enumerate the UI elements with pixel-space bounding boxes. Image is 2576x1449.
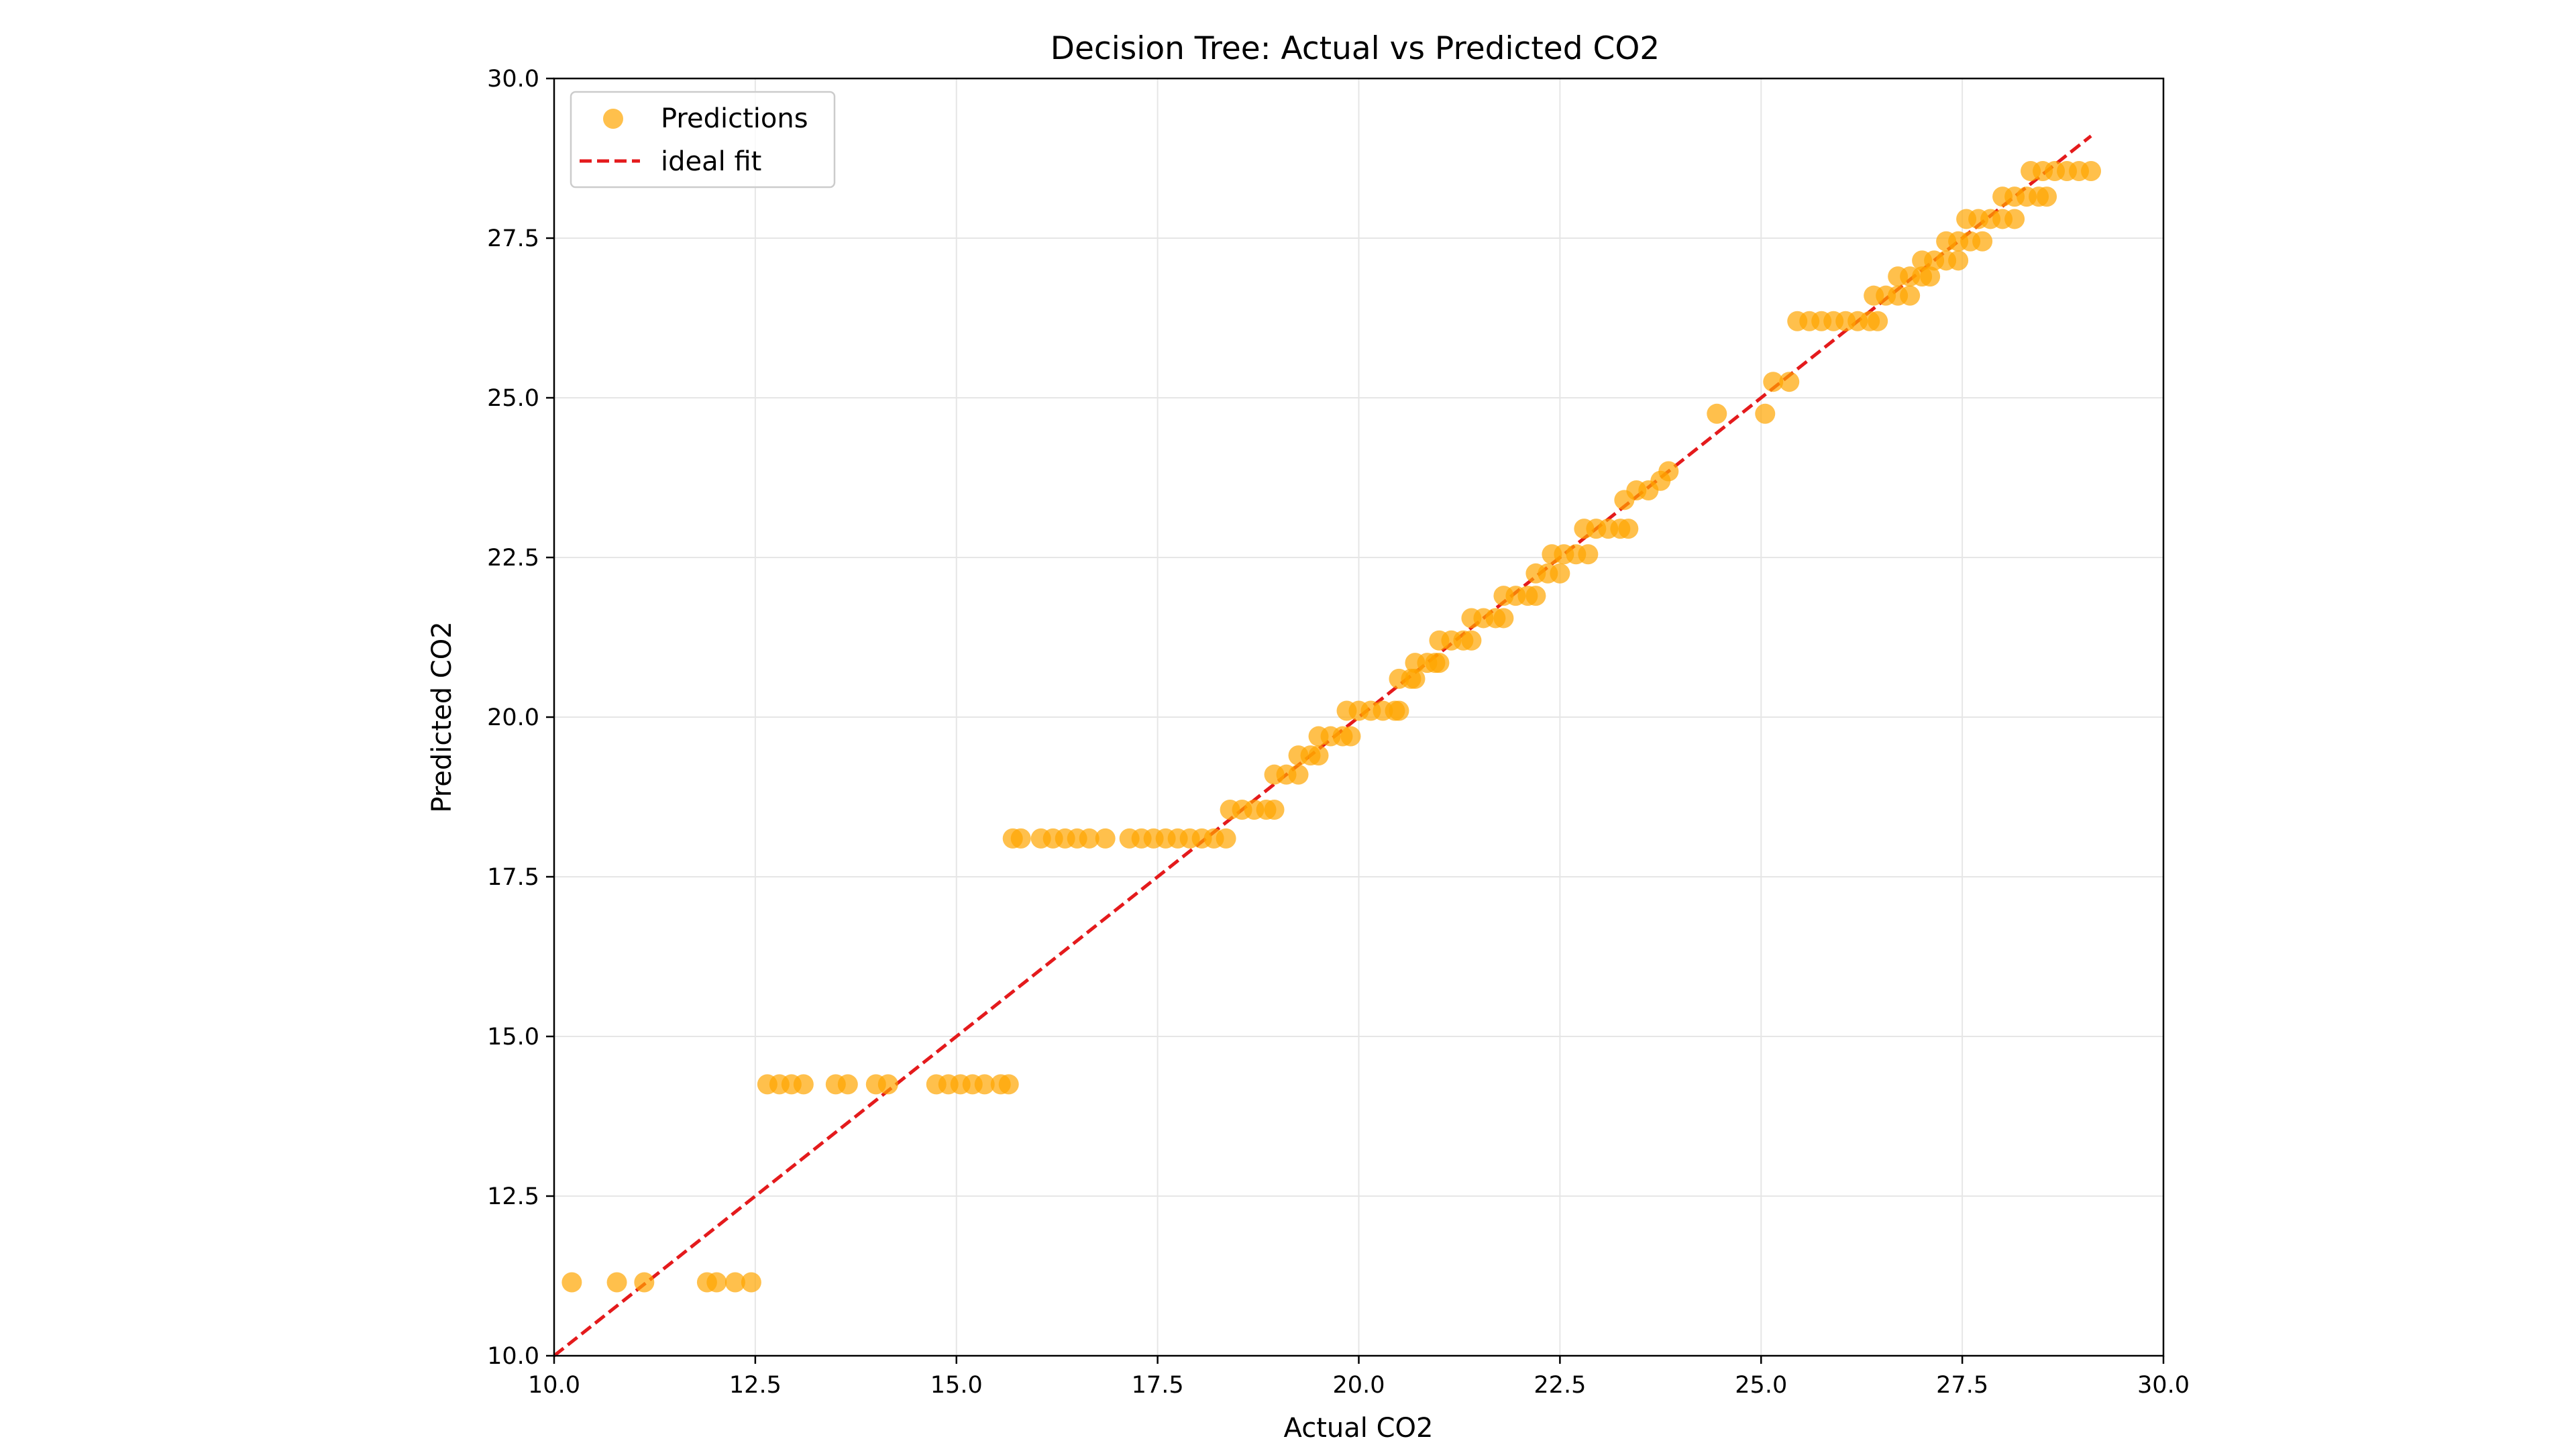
legend-box: [570, 91, 836, 189]
y-axis-ticks: 10.0 12.5 15.0 17.5 20.0 22.5 25.0 27.5 30.0: [487, 66, 554, 1370]
prediction-point: [1920, 266, 1941, 287]
prediction-point: [2081, 161, 2102, 182]
x-tick-label: 12.5: [729, 1372, 782, 1399]
y-tick-label: 27.5: [487, 225, 539, 252]
x-tick-label: 10.0: [528, 1372, 580, 1399]
prediction-point: [1079, 828, 1099, 849]
prediction-point: [793, 1074, 814, 1095]
prediction-point: [1308, 745, 1329, 766]
prediction-point: [1525, 586, 1546, 606]
prediction-point: [998, 1074, 1019, 1095]
prediction-point: [706, 1272, 727, 1293]
prediction-point: [1755, 403, 1776, 424]
prediction-point: [1405, 668, 1426, 689]
legend-ideal-label: ideal fit: [661, 146, 761, 177]
y-tick-label: 17.5: [487, 864, 539, 891]
prediction-point: [1868, 311, 1888, 331]
legend-predictions-marker: [603, 109, 623, 129]
y-tick-label: 25.0: [487, 385, 539, 412]
legend-predictions-label: Predictions: [661, 103, 808, 134]
prediction-point: [1493, 608, 1514, 629]
prediction-point: [1900, 285, 1921, 306]
y-tick-label: 30.0: [487, 66, 539, 93]
prediction-point: [561, 1272, 582, 1293]
prediction-point: [1216, 828, 1236, 849]
prediction-point: [1095, 828, 1116, 849]
prediction-point: [837, 1074, 858, 1095]
x-tick-label: 15.0: [930, 1372, 983, 1399]
x-axis-label: Actual CO2: [1284, 1413, 1434, 1444]
prediction-point: [877, 1074, 898, 1095]
prediction-point: [1340, 726, 1361, 747]
prediction-point: [1389, 700, 1409, 721]
prediction-point: [1429, 653, 1450, 674]
prediction-point: [741, 1272, 761, 1293]
x-tick-label: 20.0: [1333, 1372, 1385, 1399]
x-tick-label: 30.0: [2137, 1372, 2190, 1399]
prediction-point: [1972, 231, 1993, 252]
prediction-point: [1288, 764, 1309, 785]
ideal-fit-line: [553, 134, 2092, 1357]
predictions-points: [561, 161, 2102, 1293]
chart-title: Decision Tree: Actual vs Predicted CO2: [1051, 30, 1660, 67]
prediction-point: [2004, 209, 2025, 229]
x-tick-label: 22.5: [1534, 1372, 1586, 1399]
x-tick-label: 27.5: [1936, 1372, 1988, 1399]
prediction-point: [1461, 630, 1482, 651]
prediction-point: [1578, 544, 1599, 565]
x-tick-label: 17.5: [1132, 1372, 1184, 1399]
x-tick-label: 25.0: [1735, 1372, 1787, 1399]
prediction-point: [1264, 800, 1285, 820]
prediction-point: [1550, 563, 1570, 584]
prediction-point: [606, 1272, 627, 1293]
y-axis-label: Predicted CO2: [427, 621, 458, 812]
prediction-point: [1763, 372, 1784, 392]
prediction-point: [1707, 403, 1727, 424]
prediction-point: [1618, 519, 1639, 539]
prediction-point: [2037, 186, 2057, 207]
y-tick-label: 20.0: [487, 704, 539, 731]
prediction-point: [1658, 461, 1679, 482]
y-tick-label: 10.0: [487, 1343, 539, 1370]
prediction-point: [724, 1272, 745, 1293]
prediction-point: [1948, 250, 1969, 271]
x-axis-ticks: 10.0 12.5 15.0 17.5 20.0 22.5 25.0 27.5 30.0: [528, 1356, 2190, 1399]
legend: Predictions ideal fit: [570, 91, 836, 189]
y-tick-label: 22.5: [487, 545, 539, 572]
y-tick-label: 15.0: [487, 1024, 539, 1051]
ideal-fit-line-group: [553, 134, 2092, 1357]
prediction-point: [974, 1074, 995, 1095]
prediction-point: [634, 1272, 655, 1293]
prediction-point: [1010, 828, 1031, 849]
prediction-point: [1779, 372, 1800, 392]
y-tick-label: 12.5: [487, 1183, 539, 1210]
